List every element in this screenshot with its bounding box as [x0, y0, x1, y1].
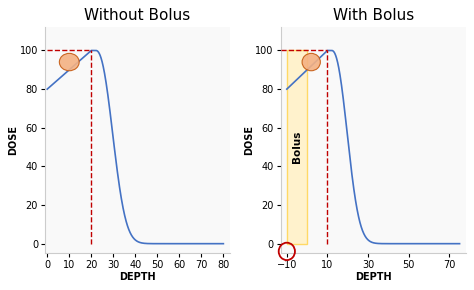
- X-axis label: DEPTH: DEPTH: [119, 272, 156, 282]
- Title: With Bolus: With Bolus: [333, 8, 414, 23]
- Text: Bolus: Bolus: [292, 131, 302, 163]
- Y-axis label: DOSE: DOSE: [9, 125, 18, 155]
- Title: Without Bolus: Without Bolus: [84, 8, 191, 23]
- Y-axis label: DOSE: DOSE: [244, 125, 254, 155]
- Bar: [287, 50, 307, 244]
- X-axis label: DEPTH: DEPTH: [355, 272, 392, 282]
- Ellipse shape: [59, 53, 79, 71]
- Ellipse shape: [302, 53, 320, 71]
